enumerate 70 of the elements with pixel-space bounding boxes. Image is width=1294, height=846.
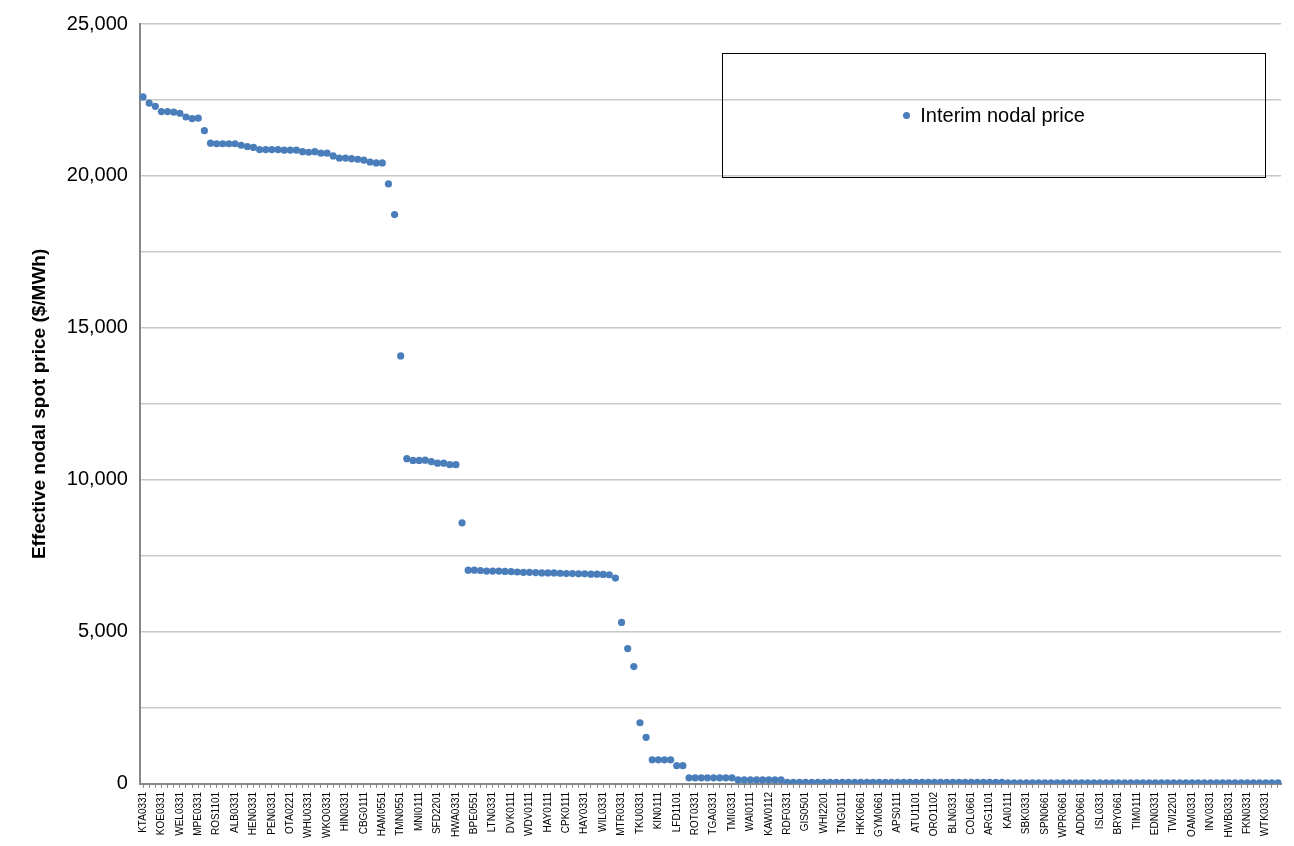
x-tick-label: KAI0111 bbox=[1001, 791, 1013, 829]
x-tick-label: TMI0331 bbox=[725, 791, 737, 832]
x-tick-label: KTA0331 bbox=[136, 791, 148, 833]
x-tick-label: SFD2201 bbox=[431, 791, 443, 835]
x-tick-label: EDN0331 bbox=[1149, 791, 1161, 836]
x-tick-label: WKO0331 bbox=[320, 791, 332, 839]
x-tick-label: OTA0221 bbox=[284, 791, 296, 834]
y-tick-label: 10,000 bbox=[66, 467, 128, 490]
x-tick-label: COL0661 bbox=[964, 791, 976, 835]
x-tick-label: FKN0331 bbox=[1241, 791, 1253, 835]
y-tick-label: 25,000 bbox=[66, 11, 128, 34]
x-tick-label: MPE0331 bbox=[192, 791, 203, 836]
x-tick-label: HWA0331 bbox=[449, 791, 461, 838]
y-tick-label: 15,000 bbox=[66, 315, 128, 338]
x-tick-label: WEL0331 bbox=[173, 791, 185, 836]
x-tick-label: BLN0331 bbox=[946, 791, 958, 834]
x-tick-label: RDF0331 bbox=[780, 791, 792, 835]
x-tick-label: LTN0331 bbox=[486, 791, 498, 833]
x-tick-label: INV0331 bbox=[1204, 791, 1216, 831]
x-tick-label: KAW0112 bbox=[762, 791, 774, 836]
x-tick-label: KIN0111 bbox=[652, 791, 664, 830]
x-tick-label: TIM0111 bbox=[1130, 791, 1142, 830]
x-tick-label: WHU0331 bbox=[302, 791, 314, 839]
x-tick-label: WPR0661 bbox=[1057, 791, 1069, 838]
x-tick-label: ARG1101 bbox=[983, 791, 995, 836]
x-tick-label: APS0111 bbox=[891, 791, 903, 833]
x-tick-label: TWI2201 bbox=[1167, 791, 1179, 833]
x-tick-label: CPK0111 bbox=[560, 791, 572, 834]
x-tick-label: BRY0661 bbox=[1112, 791, 1124, 835]
x-tick-label: GIS0501 bbox=[799, 791, 811, 832]
x-tick-label: GYM0661 bbox=[872, 791, 884, 837]
x-tick-label: PEN0331 bbox=[265, 791, 277, 835]
x-tick-label: ATU1101 bbox=[909, 791, 921, 833]
x-tick-label: TGA0331 bbox=[707, 791, 719, 835]
x-tick-label: HEN0331 bbox=[247, 791, 259, 836]
x-tick-label: ISL0331 bbox=[1093, 791, 1105, 830]
x-tick-label: LFD1101 bbox=[670, 791, 682, 833]
x-tick-label: HAM0551 bbox=[376, 791, 388, 837]
x-tick-label: TMN0551 bbox=[394, 791, 406, 836]
y-tick-label: 5,000 bbox=[77, 619, 128, 642]
x-tick-label: HKK0661 bbox=[854, 791, 866, 835]
x-tick-label: HAY0331 bbox=[578, 791, 590, 834]
x-tick-label: SBK0331 bbox=[1020, 791, 1032, 835]
x-tick-label: OAM0331 bbox=[1185, 791, 1197, 837]
x-tick-label: WTK0331 bbox=[1259, 791, 1271, 837]
x-tick-label: ALB0331 bbox=[228, 791, 240, 834]
y-axis-title: Effective nodal spot price ($/MWh) bbox=[27, 248, 49, 560]
x-tick-label: SPN0661 bbox=[1038, 791, 1050, 835]
x-tick-label: KOE0331 bbox=[155, 791, 167, 836]
x-tick-label: ADD0661 bbox=[1075, 791, 1087, 836]
x-tick-label: TKU0331 bbox=[633, 791, 645, 835]
x-tick-label: BPE0551 bbox=[468, 791, 480, 835]
x-tick-label: MTR0331 bbox=[615, 791, 627, 836]
x-tick-label: ROS1101 bbox=[210, 791, 222, 836]
x-tick-label: WAI0111 bbox=[744, 791, 756, 832]
x-tick-label: WDV0111 bbox=[523, 791, 535, 836]
x-tick-label: TNG0111 bbox=[836, 791, 848, 834]
x-tick-label: HAY0111 bbox=[541, 791, 553, 833]
x-tick-label: ROT0331 bbox=[688, 791, 700, 836]
legend-label: Interim nodal price bbox=[920, 104, 1085, 127]
x-tick-label: DVK0111 bbox=[504, 791, 516, 834]
y-tick-label: 20,000 bbox=[66, 163, 128, 186]
x-tick-label: HIN0331 bbox=[339, 791, 351, 832]
x-tick-label: ORO1102 bbox=[928, 791, 940, 837]
y-tick-label: 0 bbox=[116, 771, 128, 794]
x-tick-label: CBG0111 bbox=[357, 791, 369, 835]
x-tick-label: WIL0331 bbox=[596, 791, 608, 832]
x-tick-label: WHI2201 bbox=[817, 791, 829, 834]
x-tick-label: HWB0331 bbox=[1222, 791, 1234, 838]
x-tick-label: MNI0111 bbox=[412, 791, 424, 831]
